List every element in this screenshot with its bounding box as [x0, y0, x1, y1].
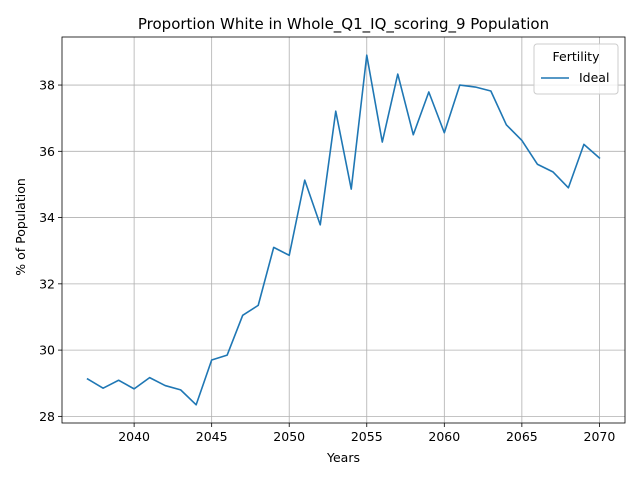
y-axis: 28 30 32 34 36 38	[39, 78, 62, 424]
y-tick-label: 30	[39, 343, 55, 358]
x-axis: 2040 2045 2050 2055 2060 2065 2070	[118, 423, 615, 444]
grid	[62, 37, 625, 423]
y-tick-label: 38	[39, 78, 55, 93]
legend-title: Fertility	[553, 49, 601, 64]
y-tick-label: 28	[39, 409, 55, 424]
x-tick-label: 2065	[506, 429, 538, 444]
x-tick-label: 2070	[584, 429, 616, 444]
legend-label-ideal: Ideal	[579, 70, 609, 85]
x-axis-label: Years	[326, 450, 360, 465]
y-tick-label: 34	[39, 210, 55, 225]
x-tick-label: 2040	[118, 429, 150, 444]
legend-box	[533, 43, 619, 95]
x-tick-label: 2045	[196, 429, 228, 444]
x-tick-label: 2050	[273, 429, 305, 444]
y-tick-label: 36	[39, 144, 55, 159]
legend: Fertility Ideal	[533, 43, 619, 95]
x-tick-label: 2060	[428, 429, 460, 444]
plot-frame	[61, 36, 626, 424]
series-lines	[86, 54, 601, 406]
x-tick-label: 2055	[351, 429, 383, 444]
series-line-ideal	[86, 54, 601, 406]
chart-title: Proportion White in Whole_Q1_IQ_scoring_…	[138, 15, 549, 34]
y-axis-label: % of Population	[13, 178, 28, 276]
y-tick-label: 32	[39, 276, 55, 291]
